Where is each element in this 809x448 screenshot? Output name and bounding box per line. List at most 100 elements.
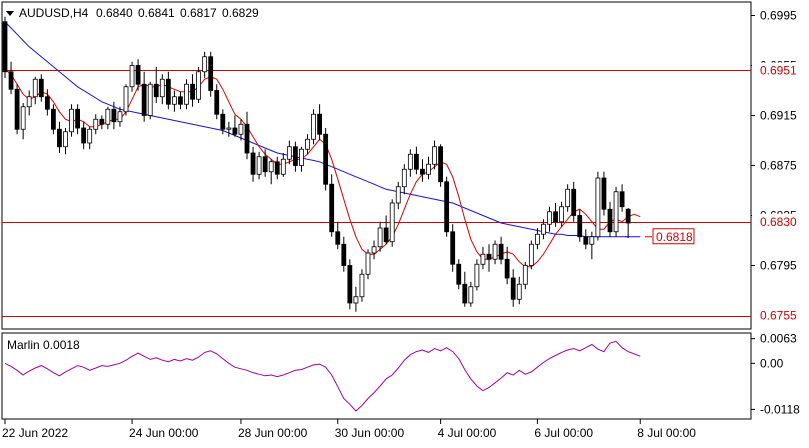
candle-body xyxy=(456,263,462,285)
candle-body xyxy=(565,188,571,208)
candle xyxy=(462,271,468,307)
marlin-plot xyxy=(4,340,641,412)
candle-body xyxy=(256,156,262,175)
x-tick-label: 4 Jul 00:00 xyxy=(438,426,497,440)
candle-body xyxy=(153,83,159,98)
candle xyxy=(426,156,431,180)
candle xyxy=(547,206,552,232)
candle xyxy=(244,111,250,160)
candle-body xyxy=(238,123,244,135)
candle xyxy=(250,146,256,182)
candle-body xyxy=(522,265,528,285)
candle-body xyxy=(601,177,607,210)
candle xyxy=(619,184,625,212)
candle-body xyxy=(335,231,341,245)
x-tick-label: 24 Jun 00:00 xyxy=(129,426,199,440)
candle-body xyxy=(2,21,8,73)
candle-body xyxy=(389,202,395,243)
candle xyxy=(190,74,195,107)
candle xyxy=(486,244,492,272)
candle xyxy=(528,240,534,270)
candle-body xyxy=(178,96,183,105)
ind-tick-label: 0.0063 xyxy=(760,332,797,346)
candle-body xyxy=(268,161,274,173)
candle xyxy=(202,51,208,78)
candle xyxy=(474,259,480,291)
candle xyxy=(395,181,401,210)
candle xyxy=(522,261,528,290)
candle-body xyxy=(81,127,87,144)
candle xyxy=(589,231,595,260)
candle-body xyxy=(63,131,68,148)
candle xyxy=(492,240,498,265)
candle xyxy=(274,156,280,180)
candle xyxy=(256,151,262,180)
level-label: 0.6755 xyxy=(760,309,797,323)
candle-body xyxy=(38,78,44,98)
red-ma-line xyxy=(4,68,641,268)
candle-body xyxy=(486,253,492,260)
candle xyxy=(238,119,244,141)
candle-body xyxy=(184,83,189,105)
level-label-bg xyxy=(752,307,807,324)
candle xyxy=(613,186,619,237)
price-plot: 0.6818 xyxy=(2,16,751,317)
candle-body xyxy=(516,283,522,300)
candle xyxy=(81,121,87,150)
candle-body xyxy=(498,243,504,260)
candle-body xyxy=(305,138,310,150)
candle-body xyxy=(541,223,546,235)
candle xyxy=(571,181,577,222)
candle-body xyxy=(117,111,123,123)
candle-body xyxy=(129,65,135,88)
candle-body xyxy=(383,227,389,243)
candle-body xyxy=(214,90,220,115)
indicator-label: Marlin 0.0018 xyxy=(7,338,80,352)
candle-body xyxy=(165,78,171,105)
collapse-triangle-icon[interactable] xyxy=(6,11,14,16)
candle-body xyxy=(147,83,153,116)
candle-body xyxy=(292,146,298,166)
candle xyxy=(553,203,558,227)
candle-body xyxy=(111,108,117,123)
candle xyxy=(63,128,68,155)
candle-body xyxy=(468,286,474,304)
candle xyxy=(335,221,341,250)
candle-body xyxy=(401,168,407,188)
candle-body xyxy=(202,56,208,73)
candle-body xyxy=(553,211,558,223)
candle xyxy=(2,16,8,78)
candle xyxy=(305,134,310,155)
candle-body xyxy=(20,106,26,130)
candle xyxy=(105,106,111,130)
candle-body xyxy=(190,83,195,100)
candle xyxy=(8,61,14,95)
candle xyxy=(595,171,601,241)
candle-body xyxy=(413,153,419,170)
candle-body xyxy=(595,177,601,238)
axes: 0.69950.69550.69150.68750.68350.67950.69… xyxy=(2,9,807,440)
candle-body xyxy=(571,188,577,216)
y-tick-label: 0.6795 xyxy=(760,259,797,273)
candle xyxy=(232,115,238,137)
candle xyxy=(365,249,371,280)
candle xyxy=(111,101,117,130)
candle-body xyxy=(75,108,80,129)
candle-body xyxy=(547,211,552,225)
candle xyxy=(14,84,20,135)
candle xyxy=(129,61,135,92)
candle xyxy=(401,164,407,195)
candle xyxy=(420,159,425,182)
candle xyxy=(607,201,613,237)
candle-body xyxy=(438,146,444,183)
candle xyxy=(516,276,522,305)
candle-body xyxy=(8,71,14,90)
candle xyxy=(178,91,183,110)
candle xyxy=(377,221,383,252)
candle xyxy=(413,146,419,175)
candle-body xyxy=(159,78,165,98)
open-value: 0.6840 xyxy=(96,6,133,20)
candle xyxy=(407,149,413,177)
candle xyxy=(57,121,62,153)
